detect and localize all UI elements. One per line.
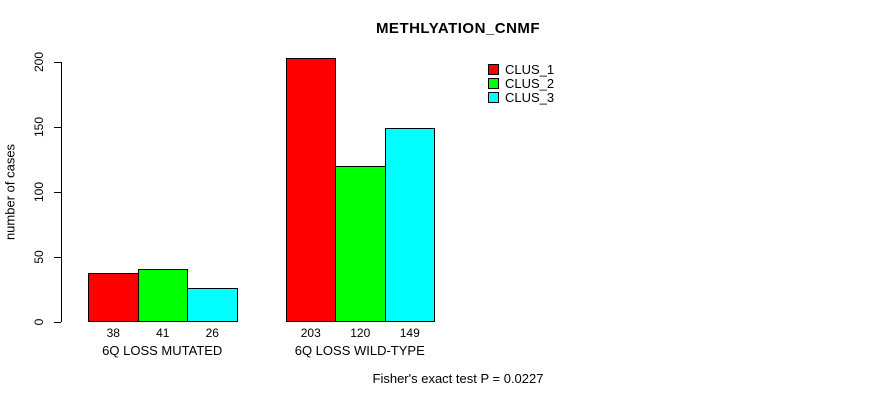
- bar-clus_1-group1: [88, 272, 139, 322]
- bar-value-label: 149: [399, 326, 420, 340]
- bar-clus_1-group2: [285, 58, 336, 322]
- y-tick-mark: [54, 321, 61, 323]
- y-axis-line: [61, 62, 62, 322]
- bar-clus_2-group1: [137, 268, 188, 322]
- y-tick-mark: [54, 61, 61, 63]
- legend-item: CLUS_2: [488, 76, 555, 91]
- legend-label: CLUS_1: [505, 62, 555, 77]
- legend: CLUS_1 CLUS_2 CLUS_3: [488, 62, 555, 105]
- legend-swatch: [488, 92, 499, 103]
- bar-value-label: 38: [106, 326, 120, 340]
- y-tick-mark: [54, 191, 61, 193]
- y-tick-label: 0: [32, 318, 46, 326]
- bar-clus_3-group1: [187, 288, 238, 322]
- y-tick-label: 50: [32, 250, 46, 264]
- legend-item: CLUS_1: [488, 62, 555, 77]
- bar-clus_2-group2: [335, 166, 386, 322]
- bar-value-label: 203: [300, 326, 321, 340]
- y-tick-mark: [54, 126, 61, 128]
- y-tick-label: 100: [32, 181, 46, 203]
- y-tick-mark: [54, 256, 61, 258]
- legend-swatch: [488, 64, 499, 75]
- legend-label: CLUS_3: [505, 90, 555, 105]
- category-label: 6Q LOSS MUTATED: [102, 343, 223, 358]
- bar-value-label: 41: [156, 326, 170, 340]
- y-tick-label: 200: [32, 51, 46, 73]
- y-axis-title: number of cases: [2, 143, 18, 241]
- legend-item: CLUS_3: [488, 90, 555, 105]
- bar-value-label: 26: [205, 326, 219, 340]
- y-tick-label: 150: [32, 116, 46, 138]
- bar-clus_3-group2: [384, 128, 435, 322]
- chart-title: METHLYATION_CNMF: [375, 20, 541, 37]
- category-label: 6Q LOSS WILD-TYPE: [294, 343, 425, 358]
- annotation-text: Fisher's exact test P = 0.0227: [372, 371, 544, 386]
- legend-label: CLUS_2: [505, 76, 555, 91]
- legend-swatch: [488, 78, 499, 89]
- bar-value-label: 120: [350, 326, 371, 340]
